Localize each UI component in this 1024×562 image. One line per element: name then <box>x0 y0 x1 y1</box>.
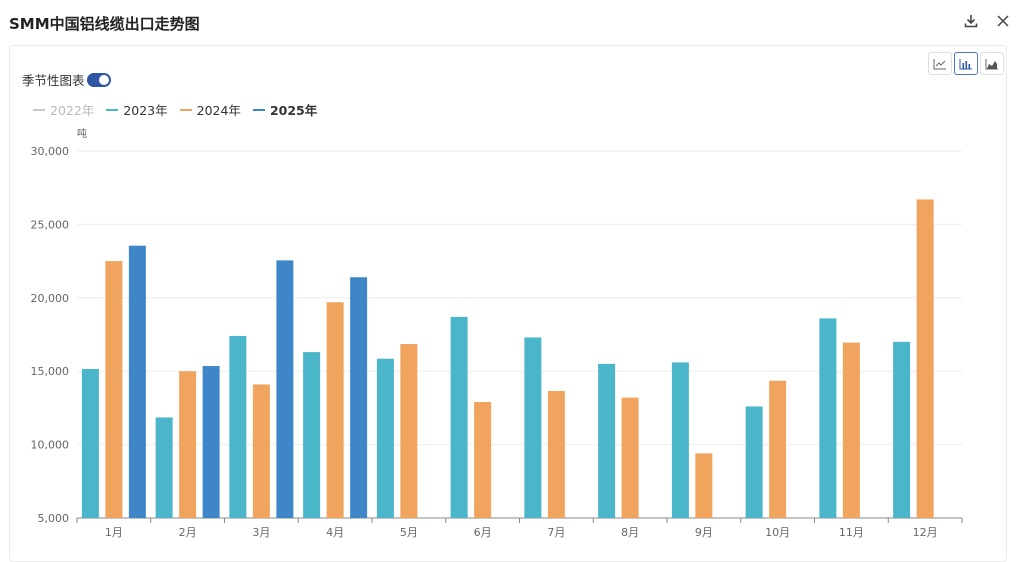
chart-panel <box>9 45 1007 562</box>
y-axis-unit: 吨 <box>77 129 87 140</box>
x-tick-label: 7月 <box>547 526 565 539</box>
bar-2025年-1月 <box>128 245 146 518</box>
area-chart-icon <box>985 58 998 69</box>
bar-2024年-6月 <box>474 402 492 518</box>
bar-2024年-12月 <box>916 199 934 518</box>
x-tick-label: 12月 <box>913 526 938 539</box>
bar-2023年-7月 <box>524 337 542 518</box>
line-chart-icon <box>933 58 946 69</box>
legend-swatch <box>106 108 119 111</box>
bar-2024年-2月 <box>179 371 197 518</box>
legend: 2022年 2023年 2024年 2025年 <box>33 100 329 119</box>
legend-swatch <box>252 108 265 111</box>
bar-2024年-3月 <box>252 384 270 518</box>
line-chart-button[interactable] <box>928 52 952 75</box>
bar-chart-icon <box>959 58 972 69</box>
x-tick-label: 9月 <box>695 526 713 539</box>
bar-2023年-10月 <box>745 406 763 518</box>
legend-label: 2024年 <box>196 103 241 118</box>
y-tick-label: 20,000 <box>31 292 70 305</box>
x-tick-label: 1月 <box>105 526 123 539</box>
legend-label: 2025年 <box>269 103 318 118</box>
download-icon[interactable] <box>960 10 982 32</box>
bar-2024年-8月 <box>621 397 639 518</box>
bar-2024年-5月 <box>400 344 418 518</box>
legend-label: 2022年 <box>50 103 95 118</box>
x-tick-label: 8月 <box>621 526 639 539</box>
legend-item[interactable]: 2022年 <box>33 100 94 119</box>
bar-2024年-10月 <box>769 380 787 518</box>
bar-2024年-1月 <box>105 261 123 518</box>
bar-2023年-3月 <box>229 335 247 518</box>
seasonal-label: 季节性图表 <box>22 73 85 88</box>
bar-chart-button[interactable] <box>954 52 978 75</box>
x-tick-label: 5月 <box>400 526 418 539</box>
legend-label: 2023年 <box>123 103 168 118</box>
bar-2023年-9月 <box>671 362 689 518</box>
x-tick-label: 10月 <box>765 526 790 539</box>
chart-title: SMM中国铝线缆出口走势图 <box>9 15 200 33</box>
bar-2023年-5月 <box>376 358 394 518</box>
x-tick-label: 4月 <box>326 526 344 539</box>
area-chart-button[interactable] <box>980 52 1004 75</box>
bar-2024年-7月 <box>547 391 565 518</box>
seasonal-toggle[interactable] <box>86 72 111 87</box>
bar-2024年-4月 <box>326 302 344 518</box>
x-tick-label: 6月 <box>474 526 492 539</box>
bar-2025年-3月 <box>276 260 294 518</box>
bar-2024年-11月 <box>842 342 860 518</box>
legend-item[interactable]: 2023年 <box>106 100 168 119</box>
y-tick-label: 25,000 <box>31 218 70 231</box>
y-tick-label: 5,000 <box>38 512 70 525</box>
bar-2025年-2月 <box>202 366 220 518</box>
y-tick-label: 30,000 <box>31 145 70 158</box>
seasonal-toggle-group: 季节性图表 <box>22 70 111 89</box>
bar-2023年-8月 <box>598 363 616 518</box>
legend-item[interactable]: 2024年 <box>179 100 241 119</box>
bar-2023年-4月 <box>303 352 321 518</box>
x-tick-label: 2月 <box>179 526 197 539</box>
x-tick-label: 3月 <box>252 526 270 539</box>
bar-2025年-4月 <box>350 277 368 518</box>
legend-item[interactable]: 2025年 <box>252 100 318 119</box>
bar-2023年-1月 <box>81 368 99 518</box>
chart-type-switcher <box>928 52 1004 75</box>
y-tick-label: 10,000 <box>31 439 70 452</box>
bar-2023年-2月 <box>155 417 173 518</box>
x-tick-label: 11月 <box>839 526 864 539</box>
legend-swatch <box>179 108 192 111</box>
bar-2024年-9月 <box>695 453 713 518</box>
bar-2023年-6月 <box>450 316 468 518</box>
bar-2023年-12月 <box>893 341 911 518</box>
close-icon[interactable] <box>992 10 1014 32</box>
bar-2023年-11月 <box>819 318 837 518</box>
legend-swatch <box>33 108 45 111</box>
y-tick-label: 15,000 <box>31 365 70 378</box>
